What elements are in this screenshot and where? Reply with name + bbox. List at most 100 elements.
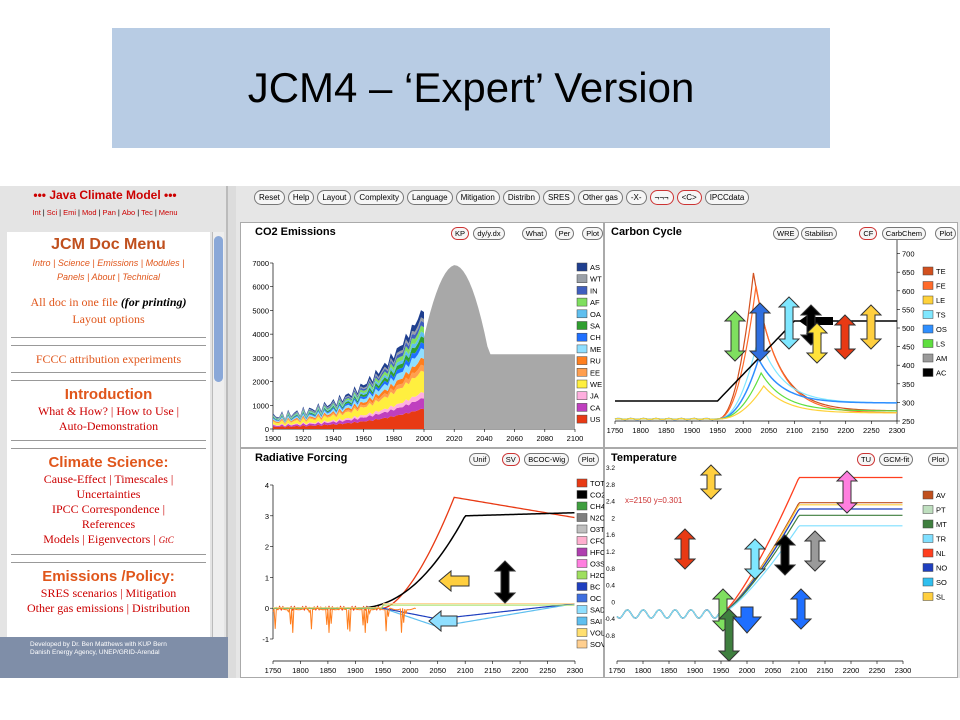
all-doc-text[interactable]: All doc in one file: [30, 295, 118, 309]
forcing-x-tick-label: 1900: [347, 666, 364, 675]
toolbar-button-c[interactable]: <C>: [676, 190, 702, 205]
carbon-double-arrow-icon: [777, 296, 801, 350]
panel-button-cf[interactable]: CF: [859, 227, 878, 240]
intro-links-row1[interactable]: What & How? | How to Use |: [37, 404, 180, 418]
sidebar-link-mod[interactable]: Mod: [81, 208, 97, 217]
panel-button-unif[interactable]: Unif: [469, 453, 491, 466]
science-links-row5[interactable]: Models | Eigenvectors | GtC: [7, 532, 210, 547]
all-doc-link[interactable]: All doc in one file (for printing): [7, 295, 210, 310]
sidebar-link-abo[interactable]: Abo: [121, 208, 136, 217]
intro-heading: Introduction: [64, 386, 153, 403]
toolbar-button-other-gas[interactable]: Other gas: [577, 190, 623, 205]
co2-legend-label-af: AF: [590, 298, 600, 307]
panel-button-stabilisn[interactable]: Stabilisn: [800, 227, 837, 240]
emissions-links-row2[interactable]: Other gas emissions | Distribution: [26, 601, 191, 615]
temp-legend-label-pt: PT: [936, 506, 946, 515]
temp-y-tick-label: 2: [611, 515, 615, 522]
scroll-thumb[interactable]: [214, 236, 223, 382]
gtc-link[interactable]: GtC: [158, 535, 174, 545]
carbon-legend-swatch-ls: [922, 339, 934, 348]
toolbar-button-ipccdata[interactable]: IPCCdata: [704, 190, 750, 205]
toolbar-button-reset[interactable]: Reset: [254, 190, 285, 205]
fccc-link[interactable]: FCCC attribution experiments: [35, 352, 182, 366]
carbon-x-tick-label: 2100: [786, 426, 803, 435]
forcing-legend-label-cfc: CFC: [590, 537, 605, 546]
forcing-x-tick-label: 1800: [292, 666, 309, 675]
doc-links-row2[interactable]: Panels | About | Technical: [56, 272, 161, 282]
temp-legend-label-tr: TR: [936, 535, 947, 544]
panel-button-bcoc-wig[interactable]: BCOC-Wig: [524, 453, 570, 466]
toolbar-button-help[interactable]: Help: [287, 190, 315, 205]
temp-x-tick-label: 2150: [817, 666, 834, 675]
toolbar-button-layout[interactable]: Layout: [317, 190, 352, 205]
carbon-y-tick-label: 700: [902, 250, 915, 259]
carbon-legend-label-le: LE: [936, 296, 945, 305]
carbon-double-arrow-icon: [859, 304, 883, 350]
toolbar-button-language[interactable]: Language: [406, 190, 453, 205]
toolbar-button-sres[interactable]: SRES: [542, 190, 575, 205]
science-links-row5-text[interactable]: Models | Eigenvectors |: [43, 532, 156, 546]
co2-y-tick-label: 5000: [252, 306, 269, 315]
panel-button-plot[interactable]: Plot: [935, 227, 957, 240]
panel-button-tu[interactable]: TU: [857, 453, 875, 466]
panel-button-dy-y-dx[interactable]: dy/y.dx: [473, 227, 505, 240]
toolbar-button-distribn[interactable]: Distribn: [502, 190, 540, 205]
panel-button-plot[interactable]: Plot: [927, 453, 949, 466]
temp-line-sl: [616, 504, 903, 619]
temp-y-tick-label: -0.8: [605, 633, 615, 640]
doc-links-row1[interactable]: Intro | Science | Emissions | Modules |: [32, 258, 185, 268]
co2-y-tick-label: 7000: [252, 259, 269, 268]
toolbar-button-mitigation[interactable]: Mitigation: [455, 190, 500, 205]
co2-x-tick-label: 1920: [295, 434, 312, 443]
doc-scrollbar[interactable]: [212, 232, 224, 674]
panel-button-plot[interactable]: Plot: [577, 453, 599, 466]
panel-button-what[interactable]: What: [521, 227, 548, 240]
carbon-y-tick-label: 350: [902, 380, 915, 389]
carbon-double-arrow-icon: [833, 314, 857, 360]
intro-links-row2[interactable]: Auto-Demonstration: [58, 419, 159, 433]
temp-y-tick-label: 3.2: [606, 465, 615, 472]
emissions-links-row1[interactable]: SRES scenarios | Mitigation: [40, 586, 177, 600]
sidebar-link-int[interactable]: Int: [32, 208, 41, 217]
co2-legend-label-in: IN: [590, 286, 598, 295]
carbon-legend-swatch-ts: [922, 310, 934, 319]
toolbar-button-x[interactable]: -X-: [625, 190, 647, 205]
co2-legend-label-ca: CA: [590, 403, 600, 412]
sidebar-link-menu[interactable]: Menu: [158, 208, 178, 217]
science-links-row4[interactable]: References: [81, 517, 136, 531]
temp-legend-label-so: SO: [936, 578, 947, 587]
temp-legend-swatch-tr: [922, 534, 934, 543]
science-links-row3[interactable]: IPCC Correspondence |: [51, 502, 166, 516]
sidebar-link-tec[interactable]: Tec: [141, 208, 153, 217]
layout-options-link[interactable]: Layout options: [72, 312, 145, 326]
panel-button-kp[interactable]: KP: [451, 227, 470, 240]
co2-legend-label-wt: WT: [590, 275, 602, 284]
panel-button-carbchem[interactable]: CarbChem: [881, 227, 927, 240]
toolbar-button-[interactable]: ¬¬¬: [649, 190, 674, 205]
temp-y-tick-label: 0.8: [606, 566, 615, 573]
forcing-legend-label-oc: OC: [590, 594, 602, 603]
panel-button-wre[interactable]: WRE: [773, 227, 799, 240]
toolbar-button-complexity[interactable]: Complexity: [354, 190, 404, 205]
temp-legend-swatch-so: [922, 577, 934, 587]
co2-legend-label-we: WE: [590, 380, 602, 389]
sidebar-link-sci[interactable]: Sci: [46, 208, 58, 217]
carbon-x-tick-label: 2300: [889, 426, 906, 435]
temp-y-tick-label: 2.4: [606, 499, 615, 506]
sidebar-link-pan[interactable]: Pan: [102, 208, 116, 217]
temp-y-tick-label: -0.4: [605, 616, 615, 623]
forcing-legend-swatch-tot: [576, 478, 588, 488]
temp-legend-swatch-no: [922, 563, 934, 572]
panel-button-sv[interactable]: SV: [501, 453, 520, 466]
sidebar-link-emi[interactable]: Emi: [63, 208, 77, 217]
forcing-legend-swatch-cfc: [576, 536, 588, 545]
panel-button-plot[interactable]: Plot: [582, 227, 604, 240]
science-links-row1[interactable]: Cause-Effect | Timescales |: [43, 472, 174, 486]
science-links-row2[interactable]: Uncertainties: [76, 487, 141, 501]
divider: [11, 554, 206, 555]
panel-button-gcm-fit[interactable]: GCM-fit: [879, 453, 914, 466]
link-separator: |: [117, 208, 120, 217]
co2-legend-swatch-ru: [576, 356, 588, 365]
for-printing-note: (for printing): [120, 295, 187, 309]
panel-button-per[interactable]: Per: [554, 227, 575, 240]
